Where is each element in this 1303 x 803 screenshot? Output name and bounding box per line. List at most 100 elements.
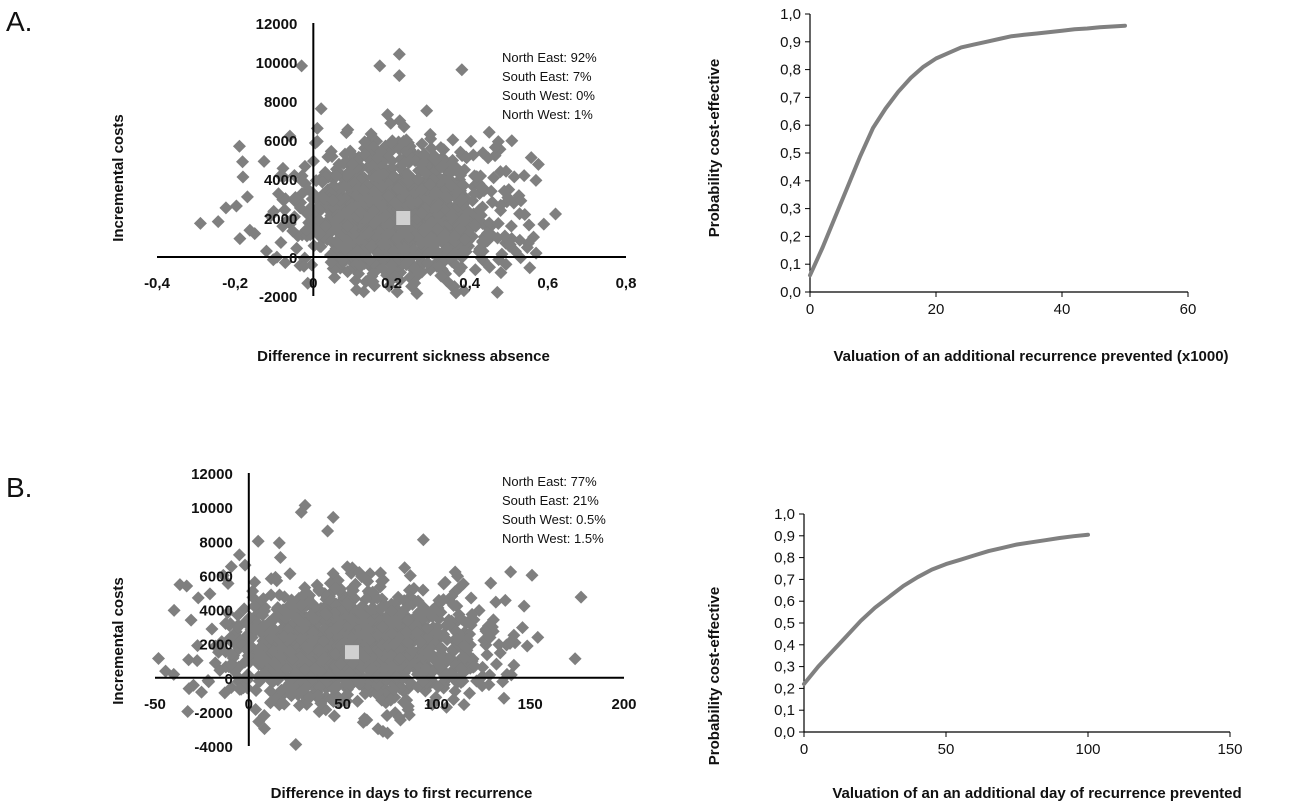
scatter-point <box>205 622 219 636</box>
scatter-point <box>364 239 378 253</box>
scatter-point <box>465 607 479 621</box>
scatter-point <box>298 252 312 266</box>
scatter-point <box>415 137 429 151</box>
x-tick-label: 200 <box>611 696 636 713</box>
scatter-point <box>474 208 488 222</box>
scatter-point <box>407 582 421 596</box>
scatter-point <box>288 190 302 204</box>
scatter-point <box>385 154 399 168</box>
scatter-point <box>278 203 292 217</box>
scatter-point-outlier <box>497 691 511 705</box>
scatter-point <box>364 602 378 616</box>
scatter-point <box>274 168 288 182</box>
scatter-point <box>341 688 355 702</box>
scatter-point <box>376 724 390 738</box>
scatter-point <box>306 634 320 648</box>
y-axis-title: Incremental costs <box>110 114 127 242</box>
scatter-point <box>280 214 294 228</box>
y-tick-label: 0,4 <box>774 637 795 654</box>
scatter-point <box>491 135 505 149</box>
scatter-point <box>431 680 445 694</box>
scatter-point <box>219 617 233 631</box>
scatter-point <box>403 569 417 583</box>
scatter-point <box>340 237 354 251</box>
scatter-point <box>396 695 410 709</box>
scatter-point <box>182 682 196 696</box>
scatter-point <box>287 168 301 182</box>
scatter-point-outlier <box>373 59 387 73</box>
x-tick-label: -50 <box>144 696 166 713</box>
y-tick-label: 4000 <box>264 172 297 189</box>
scatter-point <box>458 233 472 247</box>
scatter-point <box>224 560 238 574</box>
scatter-point <box>467 187 481 201</box>
scatter-point <box>312 584 326 598</box>
scatter-point <box>517 169 531 183</box>
scatter-point <box>326 694 340 708</box>
scatter-point <box>476 146 490 160</box>
scatter-point <box>375 180 389 194</box>
scatter-point <box>317 191 331 205</box>
scatter-point <box>361 226 375 240</box>
scatter-point <box>233 232 247 246</box>
scatter-point <box>522 218 536 232</box>
scatter-point-outlier <box>259 244 273 258</box>
scatter-point <box>438 575 452 589</box>
scatter-point <box>416 533 430 547</box>
scatter-point-outlier <box>521 236 535 250</box>
scatter-point <box>435 159 449 173</box>
line-chart-b: 0,0 0,1 0,2 0,3 0,4 0,5 0,6 0,7 0,8 0,9 1,0 0 50 100 1… <box>706 506 1243 802</box>
scatter-point <box>264 588 278 602</box>
scatter-point <box>457 651 471 665</box>
scatter-point <box>341 123 355 137</box>
scatter-point <box>434 141 448 155</box>
scatter-point <box>279 662 293 676</box>
x-tick-label: 100 <box>424 696 449 713</box>
x-axis-title: Valuation of an additional recurrence pr… <box>833 348 1228 365</box>
scatter-point <box>444 178 458 192</box>
x-tick-label: 40 <box>1054 301 1071 318</box>
scatter-point <box>248 575 262 589</box>
scatter-point <box>237 602 251 616</box>
scatter-point <box>270 574 284 588</box>
scatter-point <box>264 209 278 223</box>
scatter-point <box>191 591 205 605</box>
x-tick-label: 0,2 <box>381 275 402 292</box>
scatter-point <box>221 606 235 620</box>
scatter-point <box>402 708 416 722</box>
scatter-point <box>515 621 529 635</box>
ceac-curve <box>808 23 1127 278</box>
scatter-point <box>316 652 330 666</box>
scatter-point <box>447 230 461 244</box>
scatter-point <box>400 144 414 158</box>
scatter-point <box>283 645 297 659</box>
scatter-point <box>387 169 401 183</box>
x-tick-label: 50 <box>938 741 955 758</box>
x-tick-label: 0,8 <box>616 275 637 292</box>
scatter-point-outlier <box>494 266 508 280</box>
y-tick-label: 0,6 <box>774 593 795 610</box>
scatter-point <box>429 186 443 200</box>
scatter-point <box>295 598 309 612</box>
scatter-point <box>397 120 411 134</box>
scatter-point <box>365 662 379 676</box>
scatter-point <box>233 682 247 696</box>
scatter-point <box>397 594 411 608</box>
scatter-point <box>272 536 286 550</box>
scatter-point <box>435 642 449 656</box>
scatter-point <box>278 256 292 270</box>
scatter-point <box>382 279 396 293</box>
scatter-point <box>330 169 344 183</box>
scatter-point <box>167 603 181 617</box>
scatter-point <box>229 199 243 213</box>
scatter-point <box>337 157 351 171</box>
scatter-point <box>273 588 287 602</box>
scatter-point <box>425 698 439 712</box>
y-tick-label: 0 <box>289 250 297 267</box>
scatter-point <box>416 583 430 597</box>
x-tick-label: -0,2 <box>222 275 248 292</box>
y-tick-label: -2000 <box>194 705 232 722</box>
x-tick-label: 0 <box>245 696 253 713</box>
scatter-point <box>440 633 454 647</box>
